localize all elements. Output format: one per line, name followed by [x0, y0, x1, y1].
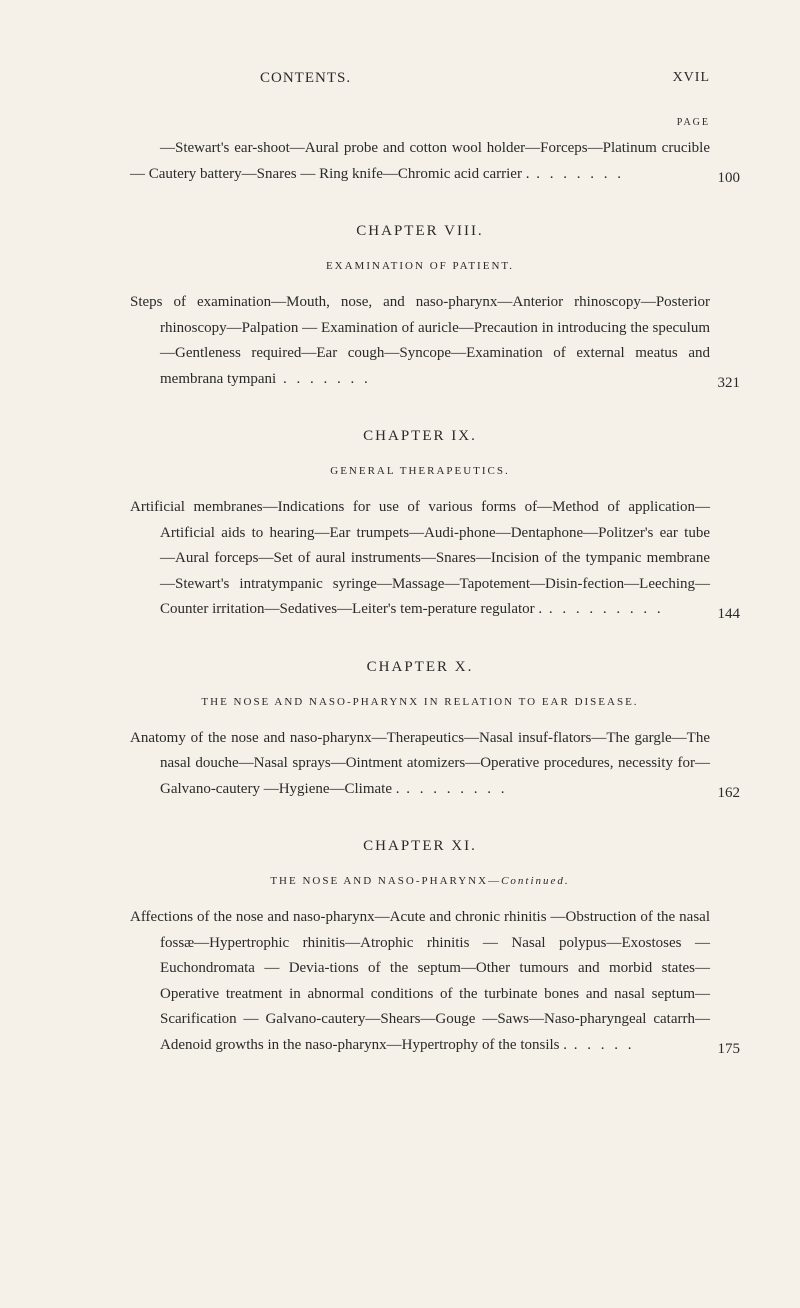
- entry-page-5: 175: [718, 1041, 741, 1058]
- toc-entry-1: —Stewart's ear-shoot—Aural probe and cot…: [130, 136, 710, 187]
- chapter-8-title: CHAPTER VIII.: [130, 223, 710, 240]
- chapter-10-section: THE NOSE AND NASO-PHARYNX IN RELATION TO…: [130, 696, 710, 708]
- entry-page-4: 162: [718, 785, 741, 802]
- entry-text-2: Steps of examination—Mouth, nose, and na…: [130, 290, 710, 392]
- entry-text-1: —Stewart's ear-shoot—Aural probe and cot…: [130, 136, 710, 187]
- entry-text-3: Artificial membranes—Indications for use…: [130, 495, 710, 623]
- page-label: PAGE: [130, 117, 710, 128]
- toc-entry-4: Anatomy of the nose and naso-pharynx—The…: [130, 726, 710, 803]
- header-title: CONTENTS.: [260, 70, 351, 87]
- page-container: CONTENTS. XVIL PAGE —Stewart's ear-shoot…: [0, 0, 800, 1154]
- header-page-roman: XVIL: [673, 70, 710, 87]
- chapter-9-title: CHAPTER IX.: [130, 428, 710, 445]
- chapter-11-title: CHAPTER XI.: [130, 838, 710, 855]
- chapter-9-section: GENERAL THERAPEUTICS.: [130, 465, 710, 477]
- entry-page-2: 321: [718, 375, 741, 392]
- entry-page-3: 144: [718, 606, 741, 623]
- chapter-11-section: THE NOSE AND NASO-PHARYNX—Continued.: [130, 875, 710, 887]
- header-row: CONTENTS. XVIL: [130, 70, 710, 87]
- chapter-10-title: CHAPTER X.: [130, 659, 710, 676]
- entry-text-4: Anatomy of the nose and naso-pharynx—The…: [130, 726, 710, 803]
- entry-page-1: 100: [718, 170, 741, 187]
- toc-entry-3: Artificial membranes—Indications for use…: [130, 495, 710, 623]
- toc-entry-5: Affections of the nose and naso-pharynx—…: [130, 905, 710, 1058]
- toc-entry-2: Steps of examination—Mouth, nose, and na…: [130, 290, 710, 392]
- chapter-8-section: EXAMINATION OF PATIENT.: [130, 260, 710, 272]
- entry-text-5: Affections of the nose and naso-pharynx—…: [130, 905, 710, 1058]
